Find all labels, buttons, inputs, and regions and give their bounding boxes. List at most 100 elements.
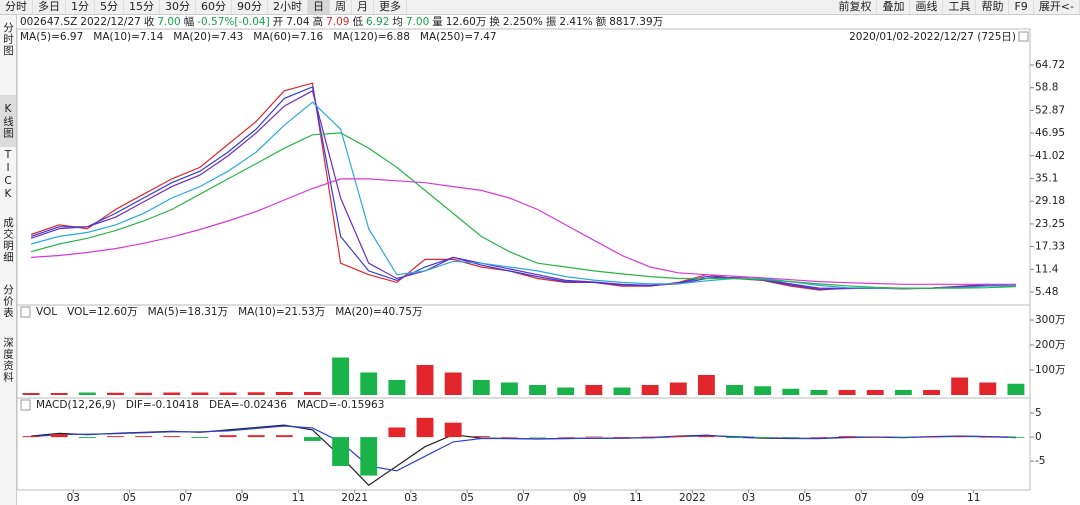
bar	[726, 385, 743, 395]
toolbar-button[interactable]: 展开<-	[1034, 0, 1080, 14]
toolbar-button[interactable]: 多日	[33, 0, 66, 14]
toolbar-button[interactable]: 画线	[910, 0, 944, 14]
bar	[416, 417, 434, 438]
bar	[50, 393, 68, 395]
toolbar-right: 前复权 叠加 画线 工具 帮助 F9 展开<-	[833, 0, 1080, 14]
quote-item: 幅	[183, 16, 195, 28]
legend-entry: MA(60)=7.16	[253, 31, 323, 43]
quote-item: 12.60万	[445, 16, 487, 28]
range-box[interactable]	[1018, 31, 1029, 42]
toolbar-button[interactable]: 分时	[0, 0, 33, 14]
toolbar-button[interactable]: 帮助	[976, 0, 1010, 14]
bar	[472, 380, 490, 395]
bar	[894, 390, 912, 395]
price-panel	[16, 28, 1031, 306]
toolbar-button[interactable]: 周	[330, 0, 352, 14]
side-tab[interactable]: 成交明细	[2, 217, 14, 263]
y-tick-label: 11.4	[1035, 263, 1059, 275]
bar	[360, 437, 378, 476]
bar	[135, 392, 153, 395]
y-tick-label: 64.72	[1035, 59, 1065, 71]
side-tab[interactable]: TICK	[2, 149, 14, 201]
panel-title: MACD(12,26,9)	[36, 399, 116, 411]
y-tick-label: 17.33	[1035, 241, 1065, 253]
bar	[754, 386, 772, 395]
toolbar-button[interactable]: F9	[1009, 0, 1034, 14]
bar	[191, 437, 209, 439]
series-line	[31, 424, 1016, 486]
bar	[50, 434, 68, 438]
help-box[interactable]	[20, 306, 31, 318]
bar	[951, 377, 969, 395]
bar	[585, 436, 603, 438]
bar	[585, 385, 603, 395]
side-tab[interactable]: 分价表	[2, 283, 14, 319]
series-line	[30, 132, 1016, 289]
toolbar-button[interactable]: 月	[352, 0, 374, 14]
quote-item: 2.41%	[559, 16, 593, 28]
sidebar: 分时图 K线图 TICK 成交明细分价表深度资料	[0, 15, 17, 505]
bar	[304, 437, 321, 441]
bar	[697, 375, 715, 395]
x-tick-label: 05	[461, 492, 474, 504]
x-tick-label: 05	[123, 492, 136, 504]
x-tick-label: 09	[235, 492, 248, 504]
x-tick-label: 03	[404, 492, 417, 504]
toolbar-button[interactable]: 工具	[943, 0, 977, 14]
bar	[669, 382, 687, 395]
x-tick-label: 11	[292, 492, 305, 504]
toolbar-button[interactable]: 日	[308, 0, 330, 14]
bar	[22, 393, 40, 395]
bar	[163, 392, 181, 395]
legend-entry: VOL=12.60万	[67, 306, 137, 318]
bar	[669, 436, 687, 438]
y-tick-label: 200万	[1035, 339, 1066, 351]
toolbar-button[interactable]: 30分	[160, 0, 196, 14]
quote-item: 2.250%	[502, 16, 543, 28]
bar	[529, 437, 547, 438]
legend-entry: MA(10)=7.14	[93, 31, 163, 43]
bar	[838, 390, 856, 395]
quote-item: 均	[392, 16, 403, 28]
bar	[979, 382, 997, 395]
help-box[interactable]	[20, 399, 31, 411]
y-tick-label: 35.1	[1035, 173, 1058, 185]
toolbar-button[interactable]: 5分	[95, 0, 124, 14]
toolbar-button[interactable]: 1分	[66, 0, 95, 14]
indicator-label: MA(10)=21.53万	[238, 306, 325, 318]
bar	[613, 387, 631, 395]
bar	[641, 385, 659, 395]
series-line	[31, 178, 1016, 285]
x-tick-label: 2022	[679, 492, 706, 504]
y-tick-label: 52.87	[1035, 104, 1065, 116]
toolbar-button[interactable]: 90分	[232, 0, 268, 14]
toolbar-button[interactable]: 更多	[374, 0, 407, 14]
quote-item: 换	[489, 16, 500, 28]
bar	[1007, 383, 1025, 395]
x-tick-label: 03	[742, 492, 755, 504]
toolbar-button[interactable]: 15分	[124, 0, 160, 14]
bar	[810, 390, 828, 395]
bar	[866, 437, 884, 438]
side-tab[interactable]: 分时图	[2, 21, 14, 57]
side-tab[interactable]: K线图	[0, 95, 16, 147]
y-tick-label: 41.02	[1035, 150, 1065, 162]
y-tick-label: 100万	[1035, 364, 1066, 376]
quote-item: 振	[545, 16, 557, 28]
quote-item: 6.92	[366, 16, 390, 28]
bar	[275, 435, 293, 438]
bar	[388, 380, 406, 395]
side-tab[interactable]: 深度资料	[2, 337, 14, 383]
toolbar-button[interactable]: 60分	[196, 0, 232, 14]
toolbar-button[interactable]: 2小时	[268, 0, 308, 14]
toolbar-button[interactable]: 叠加	[877, 0, 911, 14]
bar	[697, 436, 715, 438]
series-line	[30, 89, 1016, 290]
toolbar-button[interactable]: 前复权	[833, 0, 878, 14]
bar	[923, 436, 940, 438]
quote-item: 额	[595, 16, 607, 28]
bar	[1007, 437, 1025, 438]
quote-item: 量	[432, 16, 443, 28]
bar	[894, 437, 912, 438]
legend-entry: MA(5)=6.97	[20, 31, 83, 43]
